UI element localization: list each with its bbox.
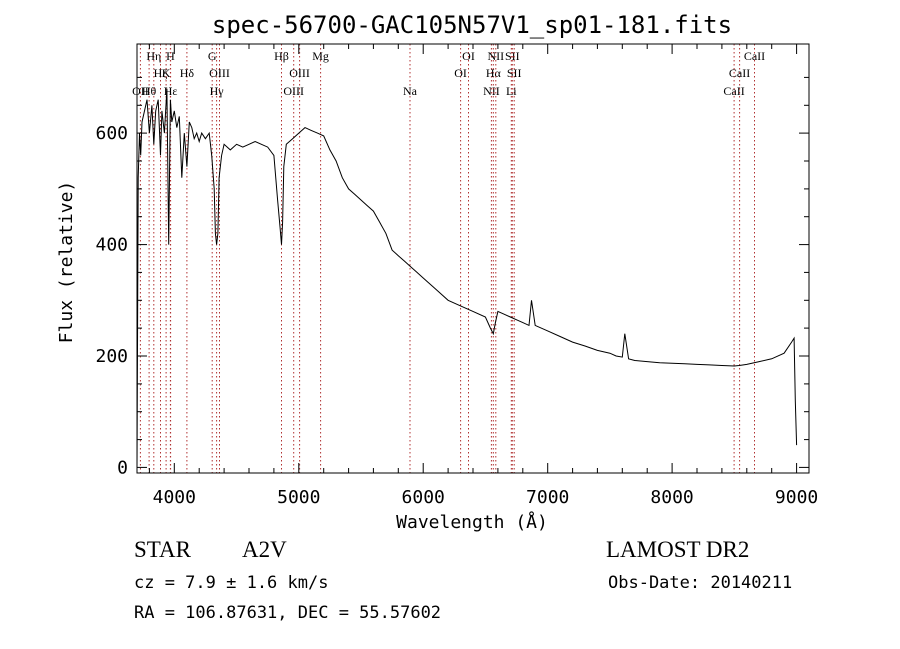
line-markers: OIIHθHηHζKHHεHδGHγOIIIHβOIIIOIIIMgNaOIOI… [132,44,765,473]
marker-label-6: Hε [164,84,178,98]
marker-label-15: Na [403,84,418,98]
marker-label-14: Mg [312,49,329,63]
marker-label-16: OI [454,66,467,80]
marker-label-11: Hβ [274,49,289,63]
spectrum-line [136,88,798,468]
marker-label-20: NII [487,49,504,63]
y-tick-label-2: 400 [95,235,128,256]
marker-label-1: Hθ [142,84,157,98]
marker-label-0: OII [132,84,149,98]
marker-label-25: CaII [729,66,750,80]
plot-frame [136,43,810,474]
object-class: STAR [134,537,191,562]
marker-label-3: Hζ [154,66,168,80]
marker-label-24: CaII [723,84,744,98]
y-tick-label-0: 0 [117,457,128,478]
survey-name: LAMOST DR2 [606,537,750,562]
x-tick-label-5: 9000 [775,487,818,508]
y-tick-label-3: 600 [95,123,128,144]
marker-label-9: Hγ [210,84,225,98]
x-tick-label-2: 6000 [402,487,445,508]
x-tick-label-1: 5000 [277,487,320,508]
marker-label-13: OIII [289,66,310,80]
marker-label-4: K [162,66,171,80]
marker-label-17: OI [462,49,475,63]
marker-label-7: Hδ [180,66,195,80]
object-subclass: A2V [242,537,287,562]
marker-label-22: SII [507,66,522,80]
marker-label-10: OIII [209,66,230,80]
observation-date: Obs-Date: 20140211 [608,573,793,593]
y-tick-label-1: 200 [95,346,128,367]
redshift-cz: cz = 7.9 ± 1.6 km/s [134,573,329,593]
ra-dec-coordinates: RA = 106.87631, DEC = 55.57602 [134,603,442,623]
x-axis-label: Wavelength (Å) [396,511,548,533]
marker-label-26: CaII [744,49,765,63]
x-tick-label-3: 7000 [526,487,569,508]
axis-ticks: 4000 5000 6000 7000 8000 9000 0 200 400 600 [95,44,818,508]
marker-label-21: SII [505,49,520,63]
marker-label-2: Hη [146,49,161,63]
marker-label-19: Hα [486,66,502,80]
marker-label-12: OIII [283,84,304,98]
x-tick-label-4: 8000 [650,487,693,508]
marker-label-18: NII [483,84,500,98]
marker-label-8: G [208,49,217,63]
y-axis-label: Flux (relative) [56,181,77,344]
x-tick-label-0: 4000 [153,487,196,508]
chart-title: spec-56700-GAC105N57V1_sp01-181.fits [212,11,732,39]
marker-label-23: Li [506,84,517,98]
